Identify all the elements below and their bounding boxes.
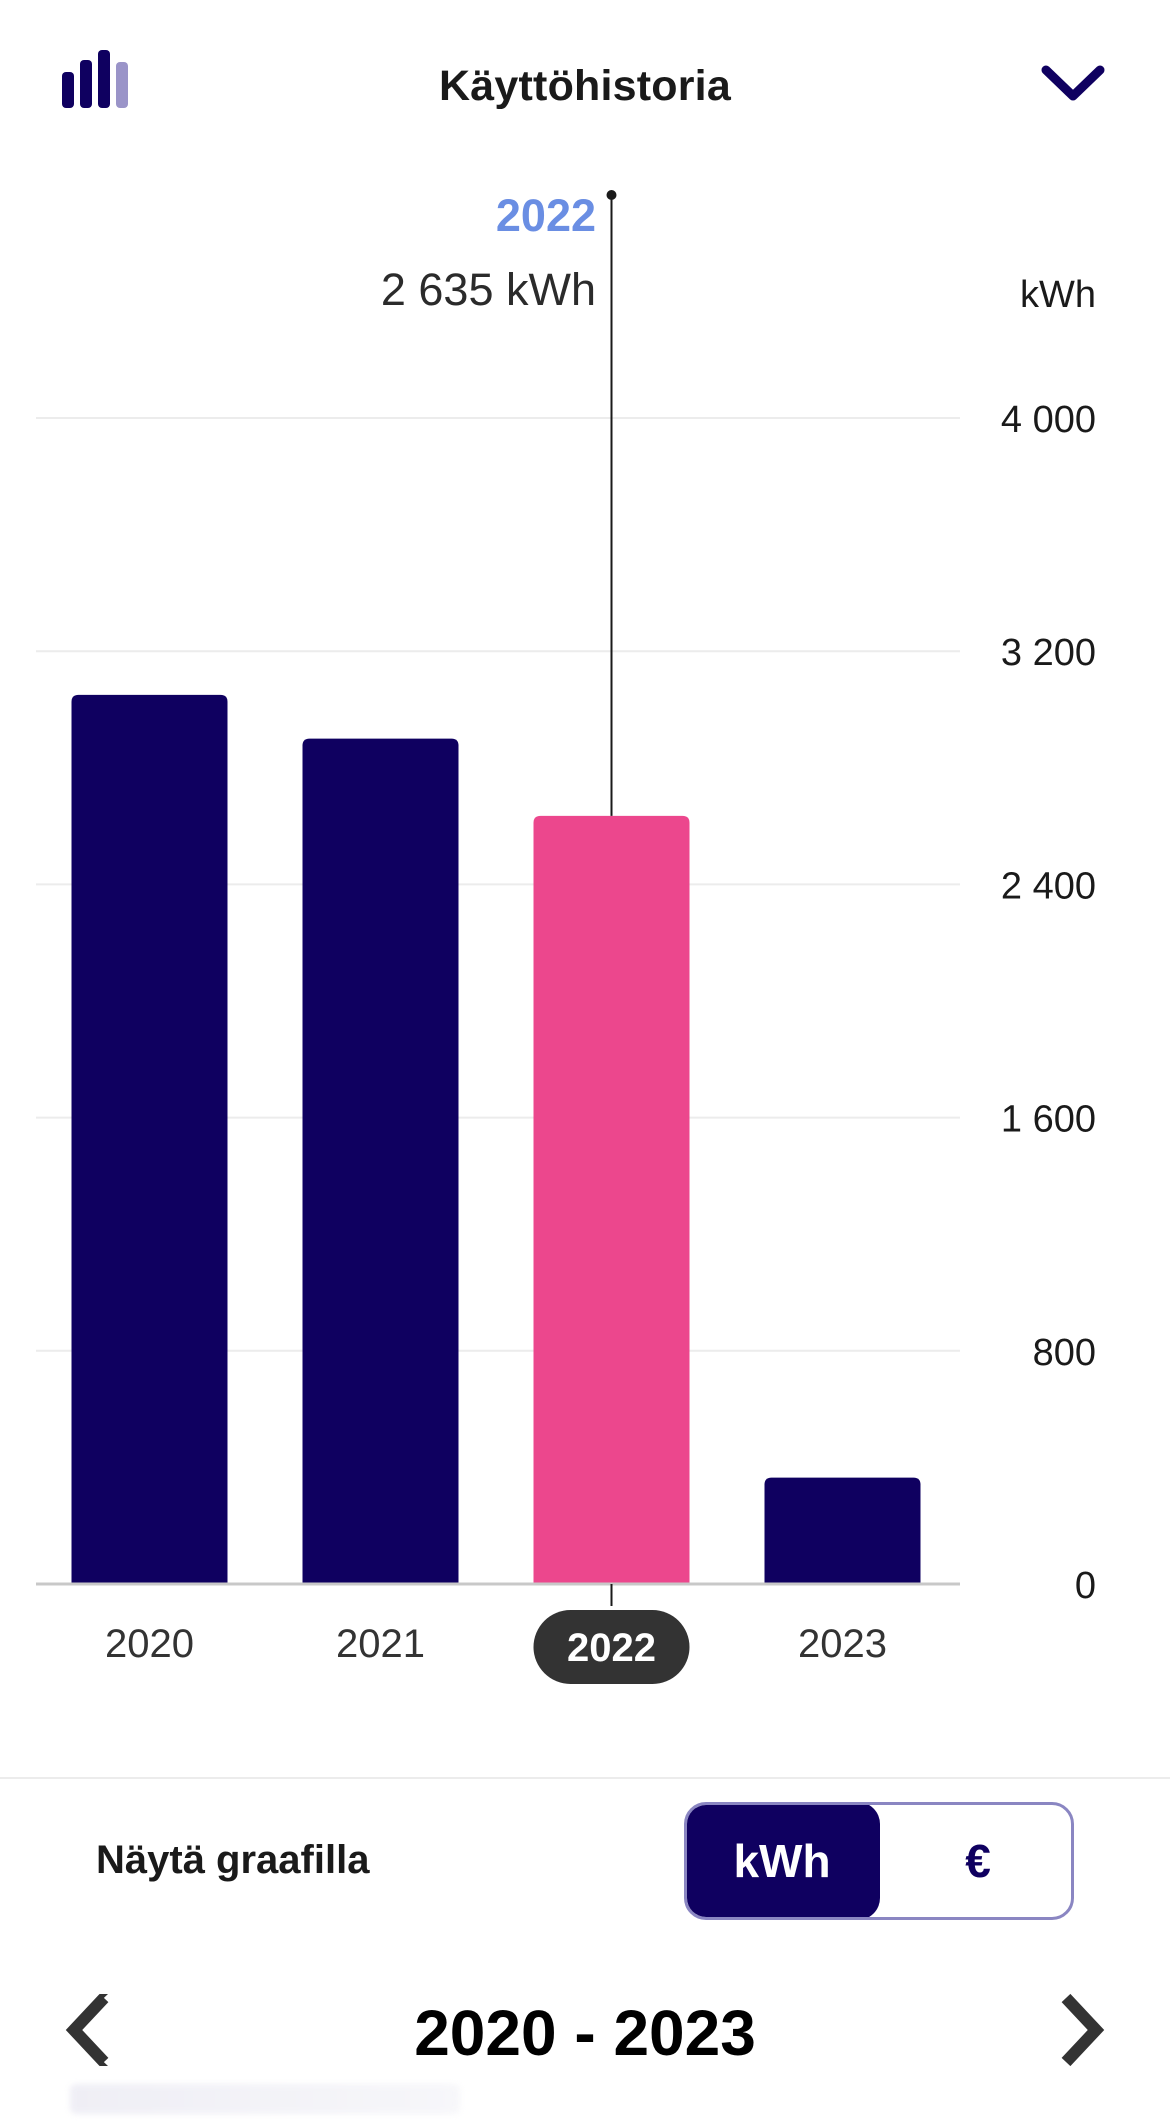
x-tick-label: 2023	[798, 1622, 887, 1666]
tooltip-value: 2 635 kWh	[380, 264, 596, 315]
x-tick-label: 2020	[105, 1622, 194, 1666]
display-label: Näytä graafilla	[96, 1838, 370, 1882]
y-tick-label: 0	[1075, 1565, 1096, 1607]
bar[interactable]	[764, 1477, 921, 1584]
usage-bar-chart: 0 800 1 600 2 400 3 200 4 000 2020 2021 2022 2023	[36, 190, 1096, 1684]
bar[interactable]	[302, 738, 459, 1584]
bar[interactable]	[533, 815, 690, 1584]
divider	[0, 1777, 1170, 1779]
unit-toggle: kWh €	[684, 1802, 1074, 1920]
y-tick-label: 800	[1033, 1332, 1096, 1374]
x-tick-label: 2021	[336, 1622, 425, 1666]
bar[interactable]	[71, 694, 228, 1584]
chevron-right-icon[interactable]	[1050, 1990, 1110, 2070]
y-tick-label: 1 600	[1001, 1099, 1096, 1141]
page-title: Käyttöhistoria	[439, 62, 731, 110]
y-tick-label: 2 400	[1001, 865, 1096, 907]
period-label: 2020 - 2023	[414, 1997, 756, 2069]
header: Käyttöhistoria	[0, 0, 1170, 180]
chevron-left-icon[interactable]	[60, 1990, 120, 2070]
y-tick-label: 4 000	[1001, 399, 1096, 441]
tooltip-year: 2022	[495, 190, 596, 241]
y-axis-unit: kWh	[1020, 274, 1096, 316]
y-tick-label: 3 200	[1001, 632, 1096, 674]
toggle-euro-button[interactable]: €	[965, 1835, 991, 1887]
chevron-down-icon[interactable]	[1038, 58, 1108, 108]
selection-dot	[606, 190, 617, 200]
toggle-kwh-button[interactable]: kWh	[687, 1805, 880, 1917]
x-tick-label-selected: 2022	[567, 1626, 656, 1670]
selected-year-pill	[533, 1610, 690, 1684]
faded-footer-text	[70, 2084, 460, 2114]
bar-chart-icon	[62, 50, 128, 108]
